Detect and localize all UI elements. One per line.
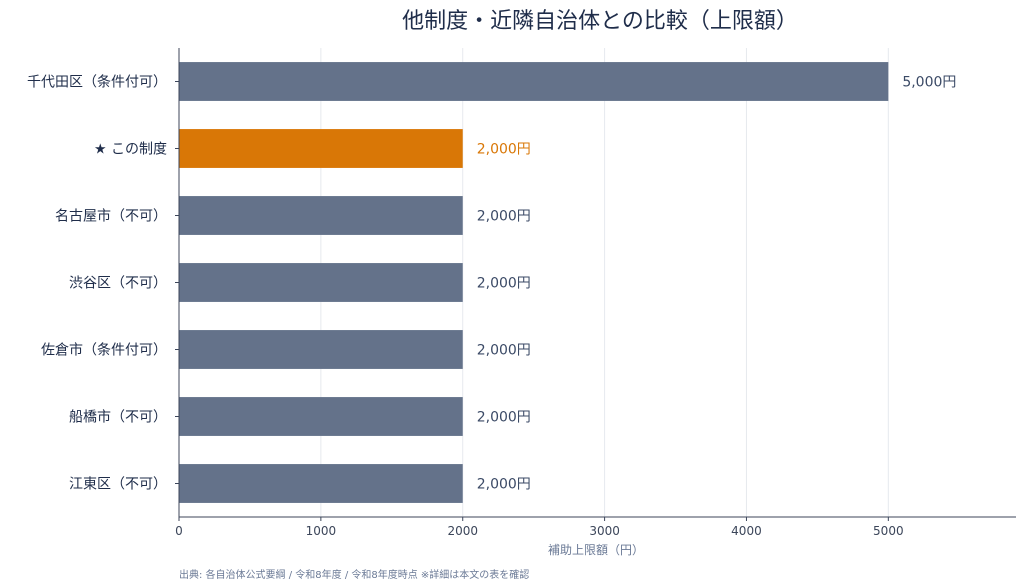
value-label: 2,000円	[477, 477, 531, 493]
bars	[179, 62, 889, 503]
x-axis-title: 補助上限額（円）	[548, 543, 644, 557]
value-label: 2,000円	[477, 209, 531, 225]
source-note: 出典: 各自治体公式要綱 / 令和8年度 / 令和8年度時点 ※詳細は本文の表を…	[179, 568, 529, 581]
bar	[179, 62, 889, 101]
category-label: ★ この制度	[94, 142, 167, 158]
x-tick-label: 3000	[589, 524, 620, 538]
bar	[179, 397, 463, 436]
category-label: 千代田区（条件付可）	[27, 74, 167, 91]
category-label: 渋谷区（不可）	[69, 276, 167, 292]
bar	[179, 196, 463, 235]
x-tick-label: 2000	[447, 524, 478, 538]
value-label: 2,000円	[477, 343, 531, 359]
x-tick-label: 0	[175, 524, 183, 538]
grid-lines	[175, 48, 889, 521]
x-tick-label: 5000	[873, 524, 904, 538]
category-label: 船橋市（不可）	[69, 409, 167, 426]
value-label: 5,000円	[902, 75, 956, 91]
x-tick-label: 4000	[731, 524, 762, 538]
bar	[179, 330, 463, 369]
value-label: 2,000円	[477, 410, 531, 426]
category-label: 江東区（不可）	[69, 477, 167, 493]
x-tick-label: 1000	[306, 524, 337, 538]
bar	[179, 263, 463, 302]
value-label: 2,000円	[477, 142, 531, 158]
category-label: 佐倉市（条件付可）	[41, 342, 167, 359]
value-label: 2,000円	[477, 276, 531, 292]
bar	[179, 129, 463, 168]
bar	[179, 464, 463, 503]
category-label: 名古屋市（不可）	[55, 208, 167, 225]
axes	[178, 48, 1016, 518]
chart-title: 他制度・近隣自治体との比較（上限額）	[402, 9, 798, 34]
labels: 0 1000 2000 3000 4000 5000 千代田区（条件付可） 5,000円 ★ こ…	[27, 74, 956, 539]
